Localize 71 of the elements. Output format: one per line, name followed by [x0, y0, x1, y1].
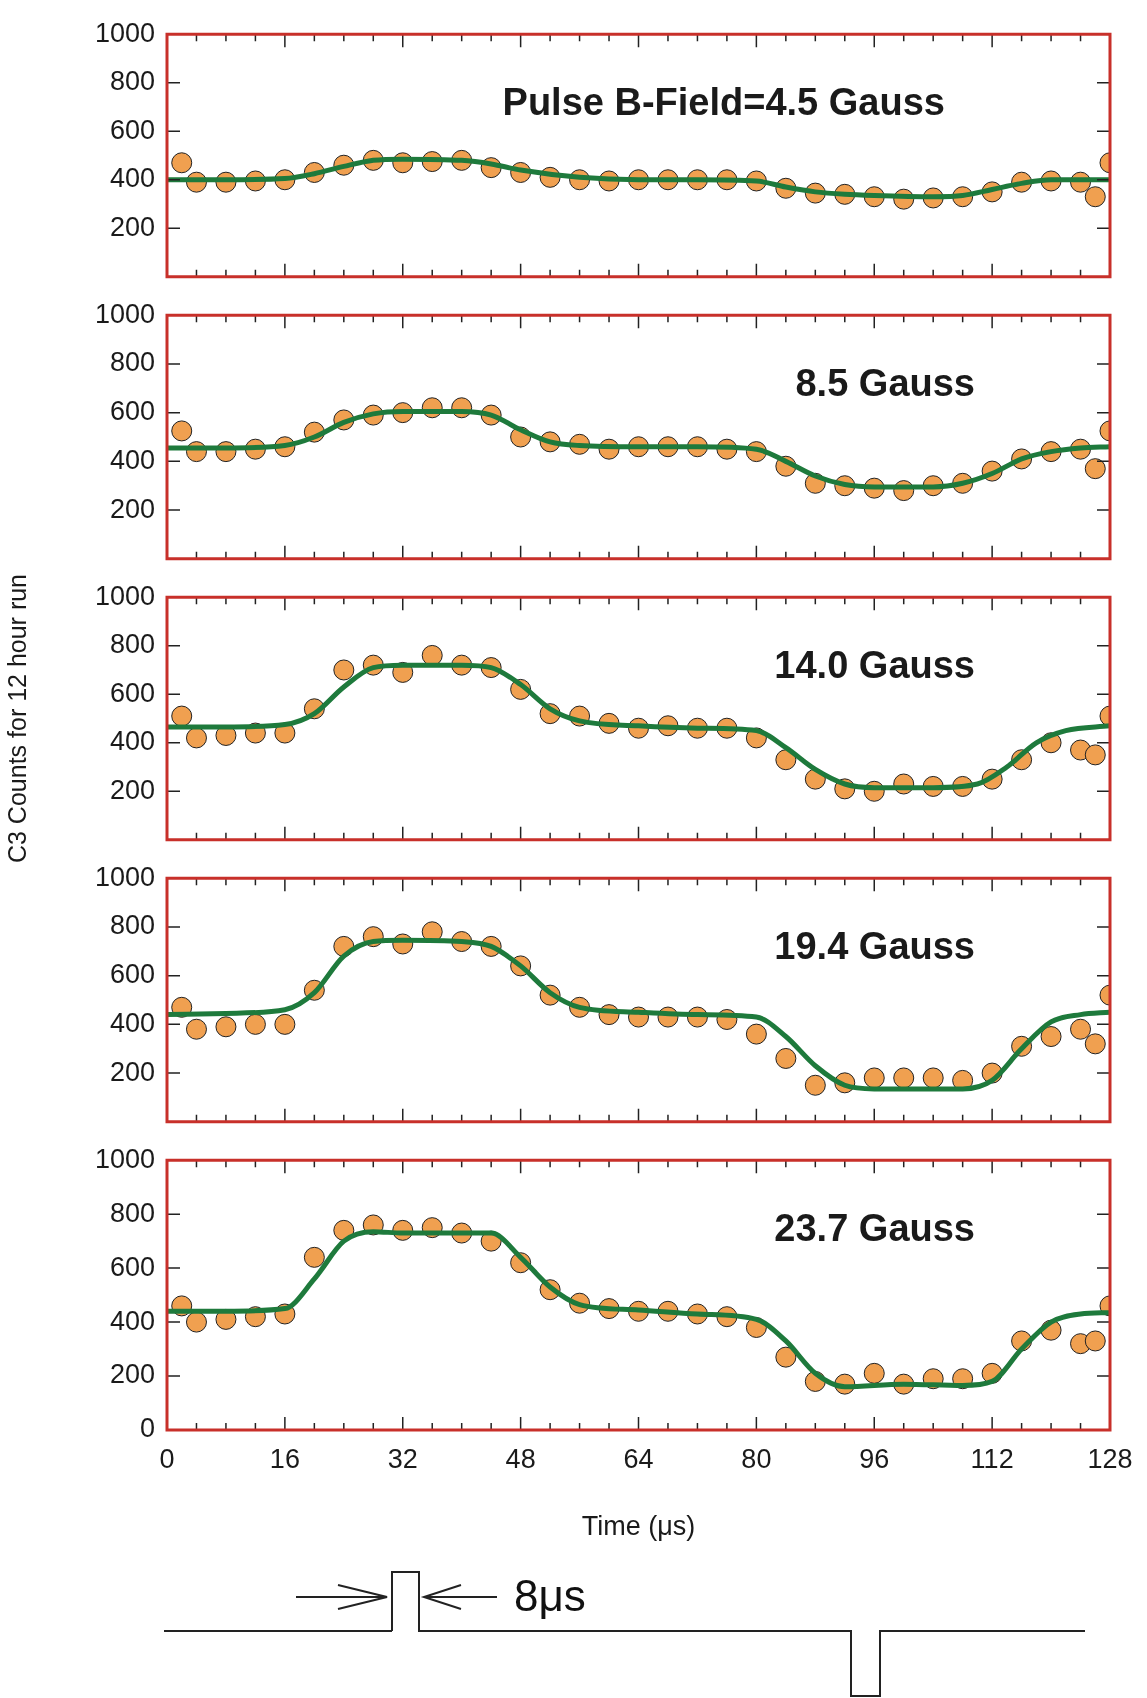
point: [804, 1074, 826, 1096]
point: [171, 705, 193, 727]
annotation: 23.7 Gauss: [774, 1206, 975, 1249]
y-tick-label: 600: [109, 396, 155, 427]
y-tick-label: 400: [109, 1305, 155, 1336]
y-tick-label: 400: [109, 163, 155, 194]
point: [303, 1246, 325, 1268]
point: [893, 1067, 915, 1089]
point: [1084, 744, 1106, 766]
point: [1040, 1026, 1062, 1048]
y-tick-label: 1000: [94, 17, 155, 48]
x-axis-title: Time (μs): [581, 1511, 696, 1542]
annotation: 19.4 Gauss: [774, 924, 975, 967]
y-tick-label: 1000: [94, 861, 155, 892]
point: [775, 749, 797, 771]
point: [215, 1016, 237, 1038]
annotation: 14.0 Gauss: [774, 643, 975, 686]
y-tick-label: 1000: [94, 298, 155, 329]
y-tick-label: 800: [109, 910, 155, 941]
point: [333, 659, 355, 681]
y-axis-title: C3 Counts for 12 hour run: [2, 573, 31, 864]
y-tick-label: 600: [109, 1251, 155, 1282]
x-tick-label: 64: [623, 1443, 654, 1474]
text: 8μs: [514, 1571, 586, 1620]
point: [274, 1013, 296, 1035]
x-tick-label: 48: [505, 1443, 536, 1474]
x-tick-label: 96: [859, 1443, 890, 1474]
y-tick-label: 200: [109, 211, 155, 242]
y-tick-label: 1000: [94, 1143, 155, 1174]
point: [1084, 458, 1106, 480]
point: [185, 1311, 207, 1333]
point: [775, 1346, 797, 1368]
x-tick-label: 80: [741, 1443, 772, 1474]
y-tick-label: 200: [109, 493, 155, 524]
y-tick-label: 200: [109, 1359, 155, 1390]
annotation: Pulse B-Field=4.5 Gauss: [502, 80, 945, 123]
point: [185, 1018, 207, 1040]
y-tick-label: 800: [109, 66, 155, 97]
y-tick-label: 400: [109, 1007, 155, 1038]
y-tick-label: 800: [109, 1197, 155, 1228]
point: [745, 1023, 767, 1045]
y-tick-label: 0: [139, 1413, 155, 1444]
point: [775, 1047, 797, 1069]
point: [1084, 1330, 1106, 1352]
x-tick-label: 16: [269, 1443, 300, 1474]
point: [863, 1362, 885, 1384]
point: [171, 152, 193, 174]
y-tick-label: 400: [109, 726, 155, 757]
x-tick-label: 112: [970, 1443, 1014, 1474]
point: [185, 727, 207, 749]
y-tick-label: 1000: [94, 580, 155, 611]
point: [421, 644, 443, 666]
y-tick-label: 600: [109, 677, 155, 708]
y-tick-label: 800: [109, 347, 155, 378]
y-tick-label: 200: [109, 774, 155, 805]
point: [1084, 1033, 1106, 1055]
y-tick-label: 600: [109, 114, 155, 145]
point: [171, 420, 193, 442]
y-tick-label: 400: [109, 444, 155, 475]
point: [863, 1067, 885, 1089]
point: [244, 1013, 266, 1035]
point: [1084, 186, 1106, 208]
annotation: 8.5 Gauss: [795, 361, 975, 404]
y-tick-label: 200: [109, 1056, 155, 1087]
x-tick-label: 128: [1087, 1443, 1133, 1474]
y-tick-label: 600: [109, 959, 155, 990]
y-tick-label: 800: [109, 629, 155, 660]
point: [1070, 1018, 1092, 1040]
x-tick-label: 0: [159, 1443, 175, 1474]
x-tick-label: 32: [387, 1443, 418, 1474]
point: [922, 1067, 944, 1089]
